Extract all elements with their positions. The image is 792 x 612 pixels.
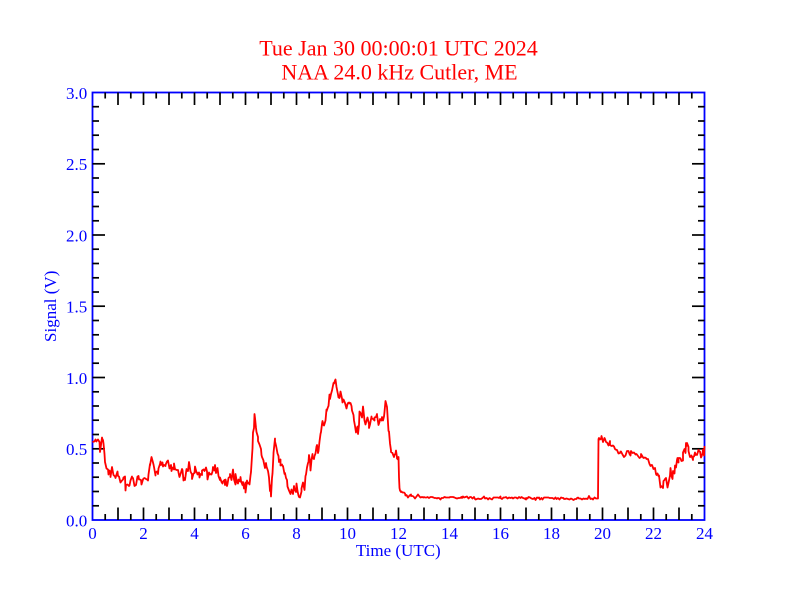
svg-text:Signal (V): Signal (V) — [41, 271, 60, 342]
svg-text:2.5: 2.5 — [66, 155, 87, 174]
svg-text:2.0: 2.0 — [66, 226, 87, 245]
svg-text:1.5: 1.5 — [66, 298, 87, 317]
svg-text:Tue Jan 30 00:00:01 UTC 2024: Tue Jan 30 00:00:01 UTC 2024 — [259, 36, 537, 61]
svg-text:Time (UTC): Time (UTC) — [356, 541, 441, 560]
svg-text:12: 12 — [390, 524, 407, 543]
svg-text:2: 2 — [139, 524, 148, 543]
svg-text:16: 16 — [492, 524, 509, 543]
svg-text:0.5: 0.5 — [66, 440, 87, 459]
svg-text:6: 6 — [241, 524, 250, 543]
svg-text:8: 8 — [292, 524, 301, 543]
svg-text:22: 22 — [645, 524, 662, 543]
svg-text:14: 14 — [441, 524, 459, 543]
svg-text:1.0: 1.0 — [66, 369, 87, 388]
svg-text:0.0: 0.0 — [66, 511, 87, 530]
svg-text:18: 18 — [543, 524, 560, 543]
svg-text:0: 0 — [88, 524, 97, 543]
svg-text:4: 4 — [190, 524, 199, 543]
svg-text:24: 24 — [696, 524, 714, 543]
svg-text:NAA 24.0 kHz Cutler, ME: NAA 24.0 kHz Cutler, ME — [281, 60, 517, 85]
svg-text:3.0: 3.0 — [66, 84, 87, 103]
svg-text:10: 10 — [339, 524, 356, 543]
svg-text:20: 20 — [594, 524, 611, 543]
